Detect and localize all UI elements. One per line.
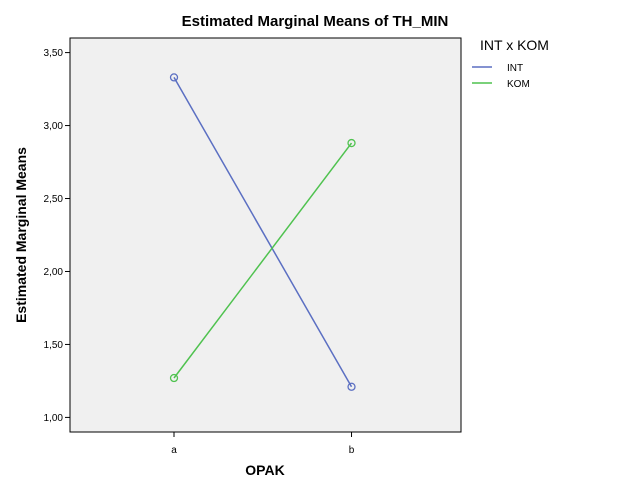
data-point-int	[347, 382, 356, 391]
y-axis-title: Estimated Marginal Means	[13, 147, 29, 323]
series-layer	[169, 73, 356, 391]
data-point-kom	[347, 138, 356, 148]
x-tick-label: b	[349, 445, 355, 456]
plot-area	[69, 37, 462, 433]
y-tick-label: 1,50	[44, 340, 64, 351]
y-tick-label: 2,00	[44, 267, 64, 278]
y-tick-label: 3,00	[44, 121, 64, 132]
y-tick-label: 3,50	[44, 48, 64, 59]
x-tick-label: a	[171, 445, 177, 456]
legend-label-int: INT	[507, 63, 523, 74]
series-line-int	[173, 77, 353, 388]
data-point-kom	[169, 373, 179, 383]
series-line-kom	[173, 142, 353, 379]
y-tick-label: 1,00	[44, 413, 64, 424]
legend: INT x KOM INT KOM	[472, 37, 549, 90]
y-axis: 1,00 1,50 2,00 2,50 3,00 3,50	[44, 48, 70, 424]
legend-label-kom: KOM	[507, 79, 530, 90]
legend-title: INT x KOM	[480, 37, 549, 53]
y-tick-label: 2,50	[44, 194, 64, 205]
data-point-int	[169, 73, 179, 82]
x-axis-title: OPAK	[245, 462, 284, 478]
chart-title: Estimated Marginal Means of TH_MIN	[182, 13, 449, 30]
